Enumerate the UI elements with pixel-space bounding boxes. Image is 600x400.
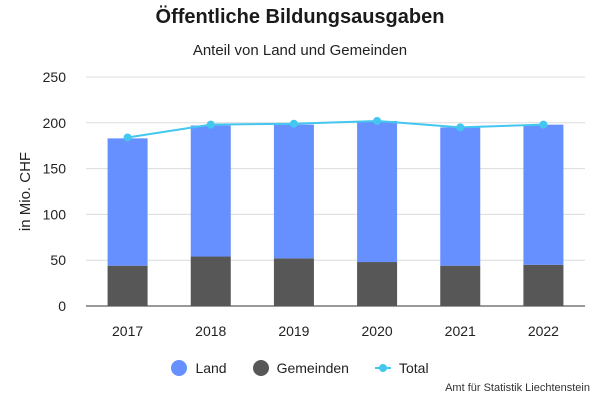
y-tick-label: 250 — [43, 69, 67, 85]
legend-item-total[interactable]: Total — [374, 360, 429, 376]
point-total — [456, 123, 465, 132]
x-tick-label: 2021 — [445, 323, 476, 339]
point-total — [373, 116, 382, 125]
y-tick-label: 50 — [50, 252, 66, 268]
bar-gemeinden — [357, 262, 398, 306]
bar-land — [523, 124, 564, 265]
point-total — [289, 119, 298, 128]
y-tick-label: 100 — [43, 206, 67, 222]
legend-item-gemeinden[interactable]: Gemeinden — [252, 360, 349, 376]
x-tick-label: 2020 — [362, 323, 393, 339]
bar-land — [357, 120, 398, 263]
legend-swatch-land — [171, 360, 188, 376]
bar-gemeinden — [440, 265, 481, 306]
x-tick-label: 2019 — [278, 323, 309, 339]
y-tick-label: 150 — [43, 161, 67, 177]
bar-land — [273, 124, 314, 259]
x-tick-label: 2018 — [195, 323, 226, 339]
line-total — [127, 119, 544, 139]
y-tick-label: 0 — [58, 298, 66, 314]
bar-gemeinden — [107, 265, 148, 306]
bar-gemeinden — [190, 256, 231, 306]
bar-gemeinden — [523, 264, 564, 306]
bar-land — [440, 127, 481, 266]
point-total — [123, 133, 132, 142]
legend-swatch-total — [374, 360, 391, 376]
point-total — [539, 120, 548, 129]
legend-label-total: Total — [398, 360, 429, 376]
legend-item-land[interactable]: Land — [171, 360, 227, 376]
legend-label-land: Land — [195, 360, 227, 376]
legend-swatch-gemeinden — [252, 360, 269, 376]
x-tick-label: 2017 — [112, 323, 143, 339]
y-tick-label: 200 — [43, 115, 67, 131]
chart-subtitle: Anteil von Land und Gemeinden — [192, 42, 408, 59]
chart-title: Öffentliche Bildungsausgaben — [155, 6, 445, 28]
bar-land — [190, 125, 231, 257]
point-total — [206, 120, 215, 129]
x-tick-label: 2022 — [528, 323, 559, 339]
source-credit: Amt für Statistik Liechtenstein — [445, 382, 590, 394]
legend: Land Gemeinden Total — [0, 360, 600, 376]
bar-gemeinden — [273, 258, 314, 306]
y-axis-title: in Mio. CHF — [17, 152, 34, 231]
bar-land — [107, 138, 148, 266]
legend-label-gemeinden: Gemeinden — [276, 360, 349, 376]
